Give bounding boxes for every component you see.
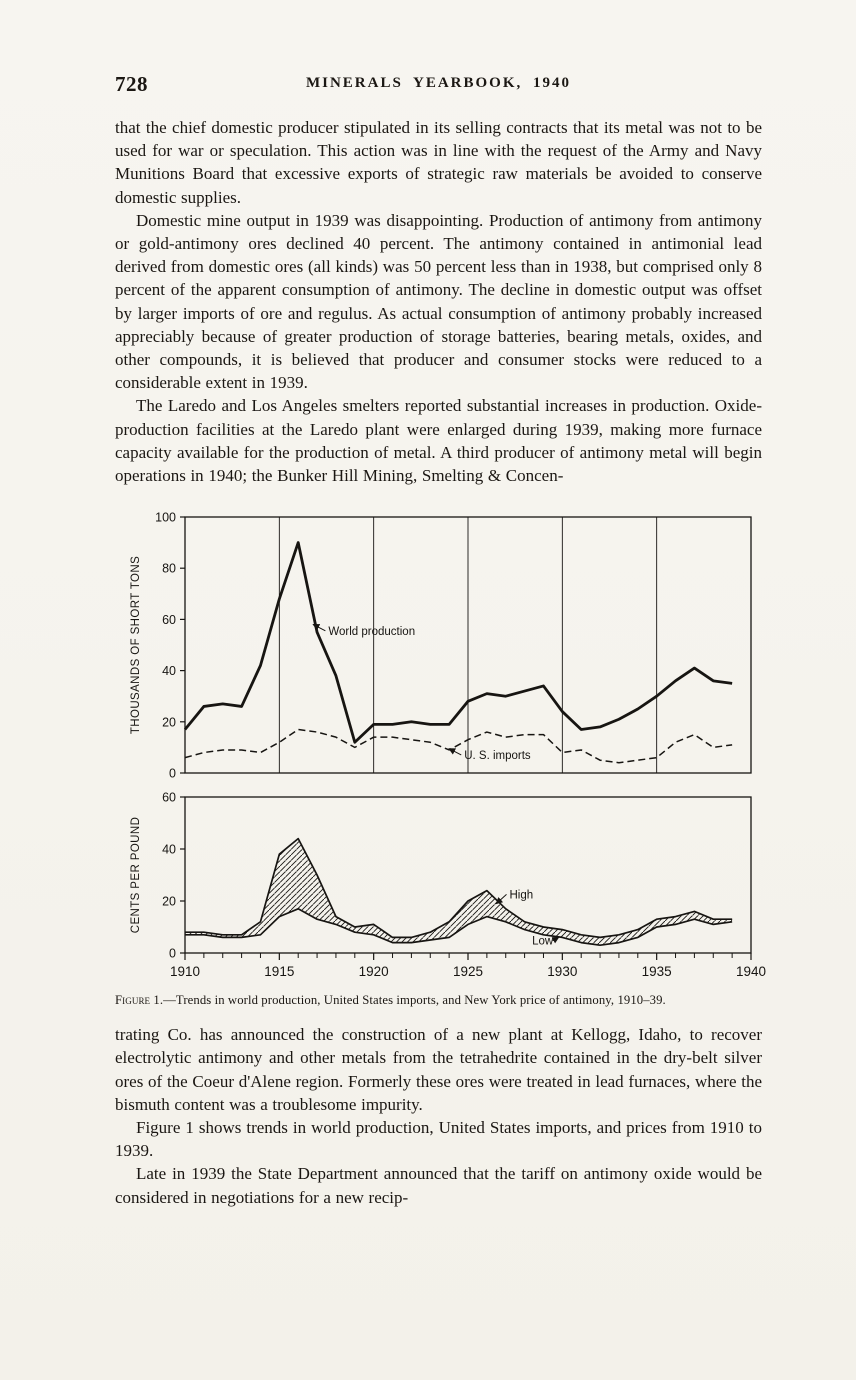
body-text-after-figure: trating Co. has announced the constructi… bbox=[115, 1023, 762, 1209]
page-header: 728 MINERALS YEARBOOK, 1940 bbox=[115, 72, 762, 98]
annotation-arrow bbox=[448, 748, 462, 756]
series-label: High bbox=[510, 890, 534, 902]
figure-1: 0 20 40 60 80 100 THOUSANDS OF SHORT TONS World… bbox=[115, 503, 766, 1009]
y-tick-label: 100 bbox=[155, 511, 176, 525]
y-axis-title: CENTS PER POUND bbox=[130, 817, 142, 934]
page-number: 728 bbox=[115, 72, 148, 96]
y-tick-label: 0 bbox=[169, 947, 176, 961]
x-tick-label: 1925 bbox=[453, 964, 483, 979]
y-tick-label: 40 bbox=[162, 664, 176, 678]
plot-frame bbox=[184, 796, 752, 954]
low-line bbox=[185, 908, 733, 947]
y-tick-label: 60 bbox=[162, 613, 176, 627]
figure-caption: Figure 1.—Trends in world production, Un… bbox=[115, 993, 762, 1009]
y-tick-label: 0 bbox=[169, 767, 176, 781]
series-label: U. S. imports bbox=[464, 750, 531, 762]
y-tick-label: 80 bbox=[162, 562, 176, 576]
annotation-arrow bbox=[495, 894, 507, 905]
x-tick-label: 1915 bbox=[264, 964, 294, 979]
annotation-arrow bbox=[551, 937, 560, 944]
high-line bbox=[185, 838, 733, 939]
x-tick-label: 1935 bbox=[642, 964, 672, 979]
x-tick-label: 1920 bbox=[359, 964, 389, 979]
series-label: Low bbox=[532, 936, 554, 948]
figure-caption-text: —Trends in world production, United Stat… bbox=[163, 993, 666, 1008]
x-tick-label: 1940 bbox=[736, 964, 766, 979]
world-production-line bbox=[183, 541, 733, 744]
paragraph: that the chief domestic producer stipula… bbox=[115, 118, 762, 207]
figure-caption-label: Figure 1. bbox=[115, 993, 164, 1008]
scanned-book-page: 728 MINERALS YEARBOOK, 1940 that the chi… bbox=[115, 72, 766, 1209]
paragraph: Figure 1 shows trends in world productio… bbox=[115, 1117, 762, 1161]
antimony-trends-chart: 0 20 40 60 80 100 THOUSANDS OF SHORT TONS World… bbox=[130, 511, 766, 980]
y-tick-label: 40 bbox=[162, 843, 176, 857]
paragraph: trating Co. has announced the constructi… bbox=[115, 1025, 762, 1114]
price-range-band bbox=[185, 838, 733, 946]
y-tick-label: 60 bbox=[162, 791, 176, 805]
y-tick-label: 20 bbox=[162, 716, 176, 730]
paragraph: Domestic mine output in 1939 was disappo… bbox=[115, 210, 762, 393]
paragraph: The Laredo and Los Angeles smelters repo… bbox=[115, 396, 762, 486]
x-tick-label: 1910 bbox=[170, 964, 200, 979]
x-tick-label: 1930 bbox=[547, 964, 577, 979]
y-axis-title: THOUSANDS OF SHORT TONS bbox=[130, 556, 142, 734]
running-title: MINERALS YEARBOOK, 1940 bbox=[305, 75, 572, 91]
body-text-before-figure: that the chief domestic producer stipula… bbox=[115, 116, 762, 487]
annotation-arrow bbox=[312, 624, 326, 632]
series-label: World production bbox=[328, 626, 415, 638]
paragraph: Late in 1939 the State Department announ… bbox=[115, 1164, 762, 1207]
u-s-imports-line bbox=[184, 728, 733, 764]
y-tick-label: 20 bbox=[162, 895, 176, 909]
